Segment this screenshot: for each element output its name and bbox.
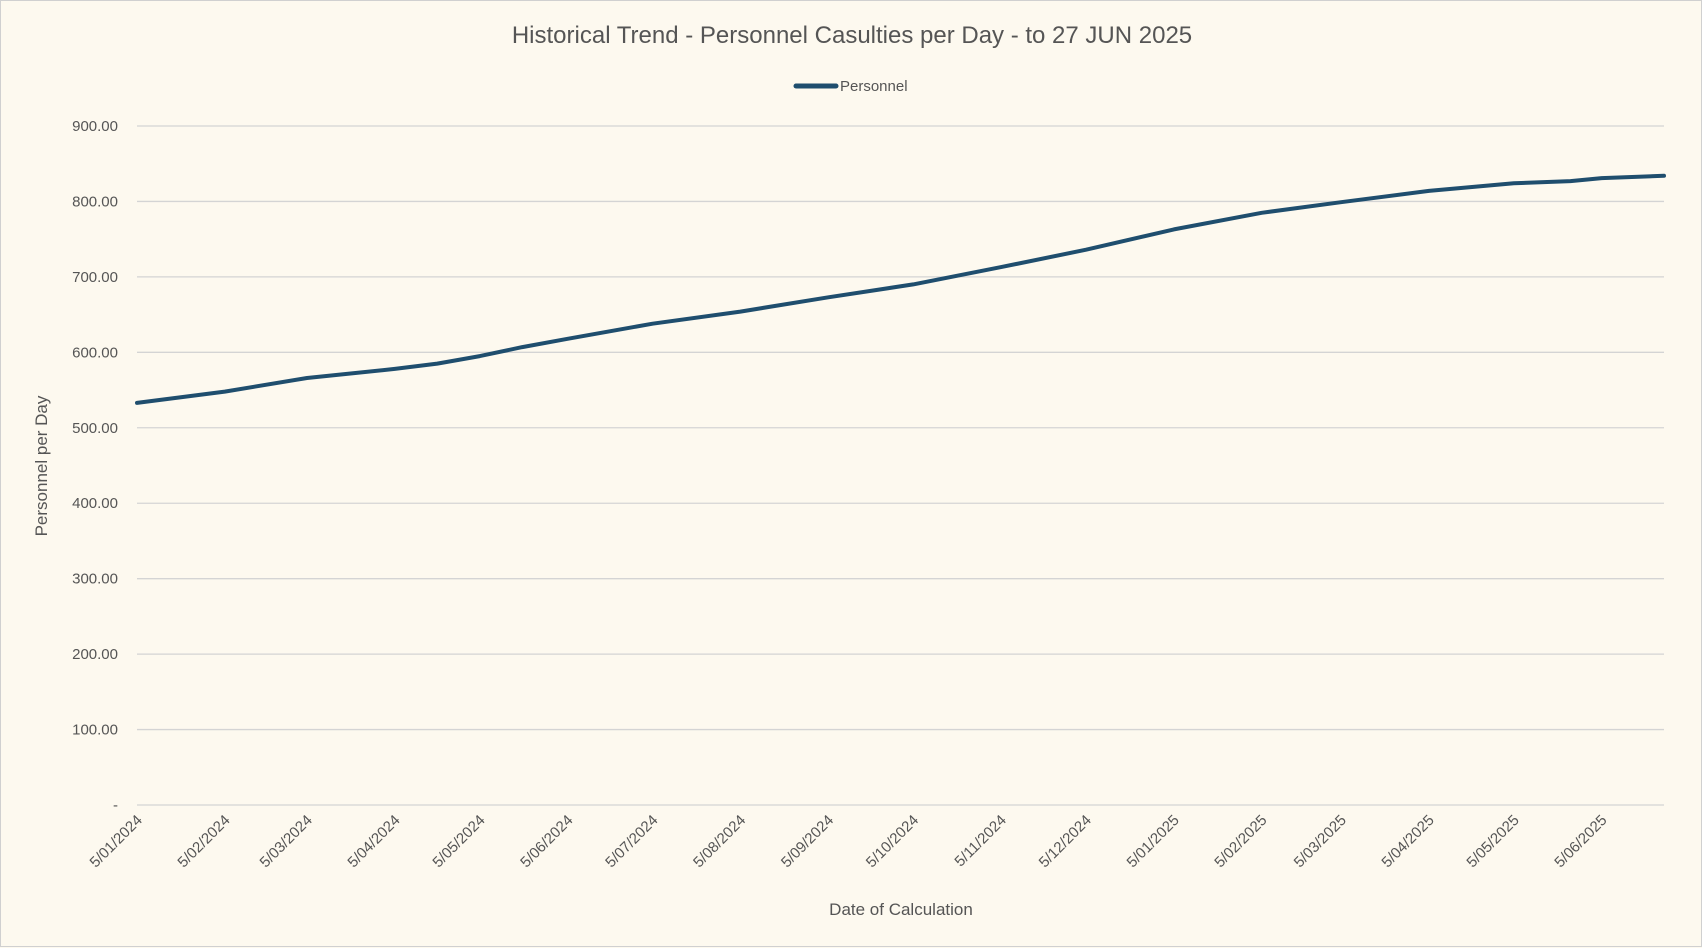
y-tick-label: 300.00 <box>72 571 118 588</box>
x-tick-label: 5/05/2024 <box>429 812 488 871</box>
x-tick-label: 5/07/2024 <box>602 812 661 871</box>
x-axis-label: Date of Calculation <box>829 900 973 919</box>
y-tick-label: 600.00 <box>72 344 118 361</box>
y-tick-label: 100.00 <box>72 722 118 739</box>
x-tick-label: 5/01/2025 <box>1124 812 1183 871</box>
x-tick-label: 5/10/2024 <box>863 812 922 871</box>
x-tick-label: 5/02/2025 <box>1211 812 1270 871</box>
y-tick-label: 200.00 <box>72 646 118 663</box>
x-tick-label: 5/02/2024 <box>174 812 233 871</box>
x-tick-label: 5/05/2025 <box>1463 812 1522 871</box>
y-axis-label: Personnel per Day <box>32 395 51 536</box>
y-tick-label: 500.00 <box>72 420 118 437</box>
x-tick-label: 5/06/2025 <box>1551 812 1610 871</box>
y-tick-label: 800.00 <box>72 193 118 210</box>
x-tick-label: 5/03/2024 <box>257 812 316 871</box>
y-tick-label: 400.00 <box>72 495 118 512</box>
y-tick-label: 900.00 <box>72 118 118 135</box>
series-line-personnel <box>137 176 1664 403</box>
x-tick-label: 5/11/2024 <box>951 812 1009 870</box>
x-tick-label: 5/12/2024 <box>1036 812 1095 871</box>
y-tick-label: - <box>113 797 118 814</box>
x-tick-label: 5/04/2025 <box>1378 812 1437 871</box>
x-tick-label: 5/09/2024 <box>778 812 837 871</box>
x-tick-label: 5/04/2024 <box>344 812 403 871</box>
x-tick-label: 5/01/2024 <box>87 812 146 871</box>
chart-title: Historical Trend - Personnel Casulties p… <box>512 22 1192 49</box>
x-tick-label: 5/08/2024 <box>690 812 749 871</box>
legend-label: Personnel <box>840 78 908 95</box>
legend: Personnel <box>796 78 908 95</box>
y-tick-label: 700.00 <box>72 269 118 286</box>
x-tick-label: 5/03/2025 <box>1291 812 1350 871</box>
x-tick-label: 5/06/2024 <box>517 812 576 871</box>
